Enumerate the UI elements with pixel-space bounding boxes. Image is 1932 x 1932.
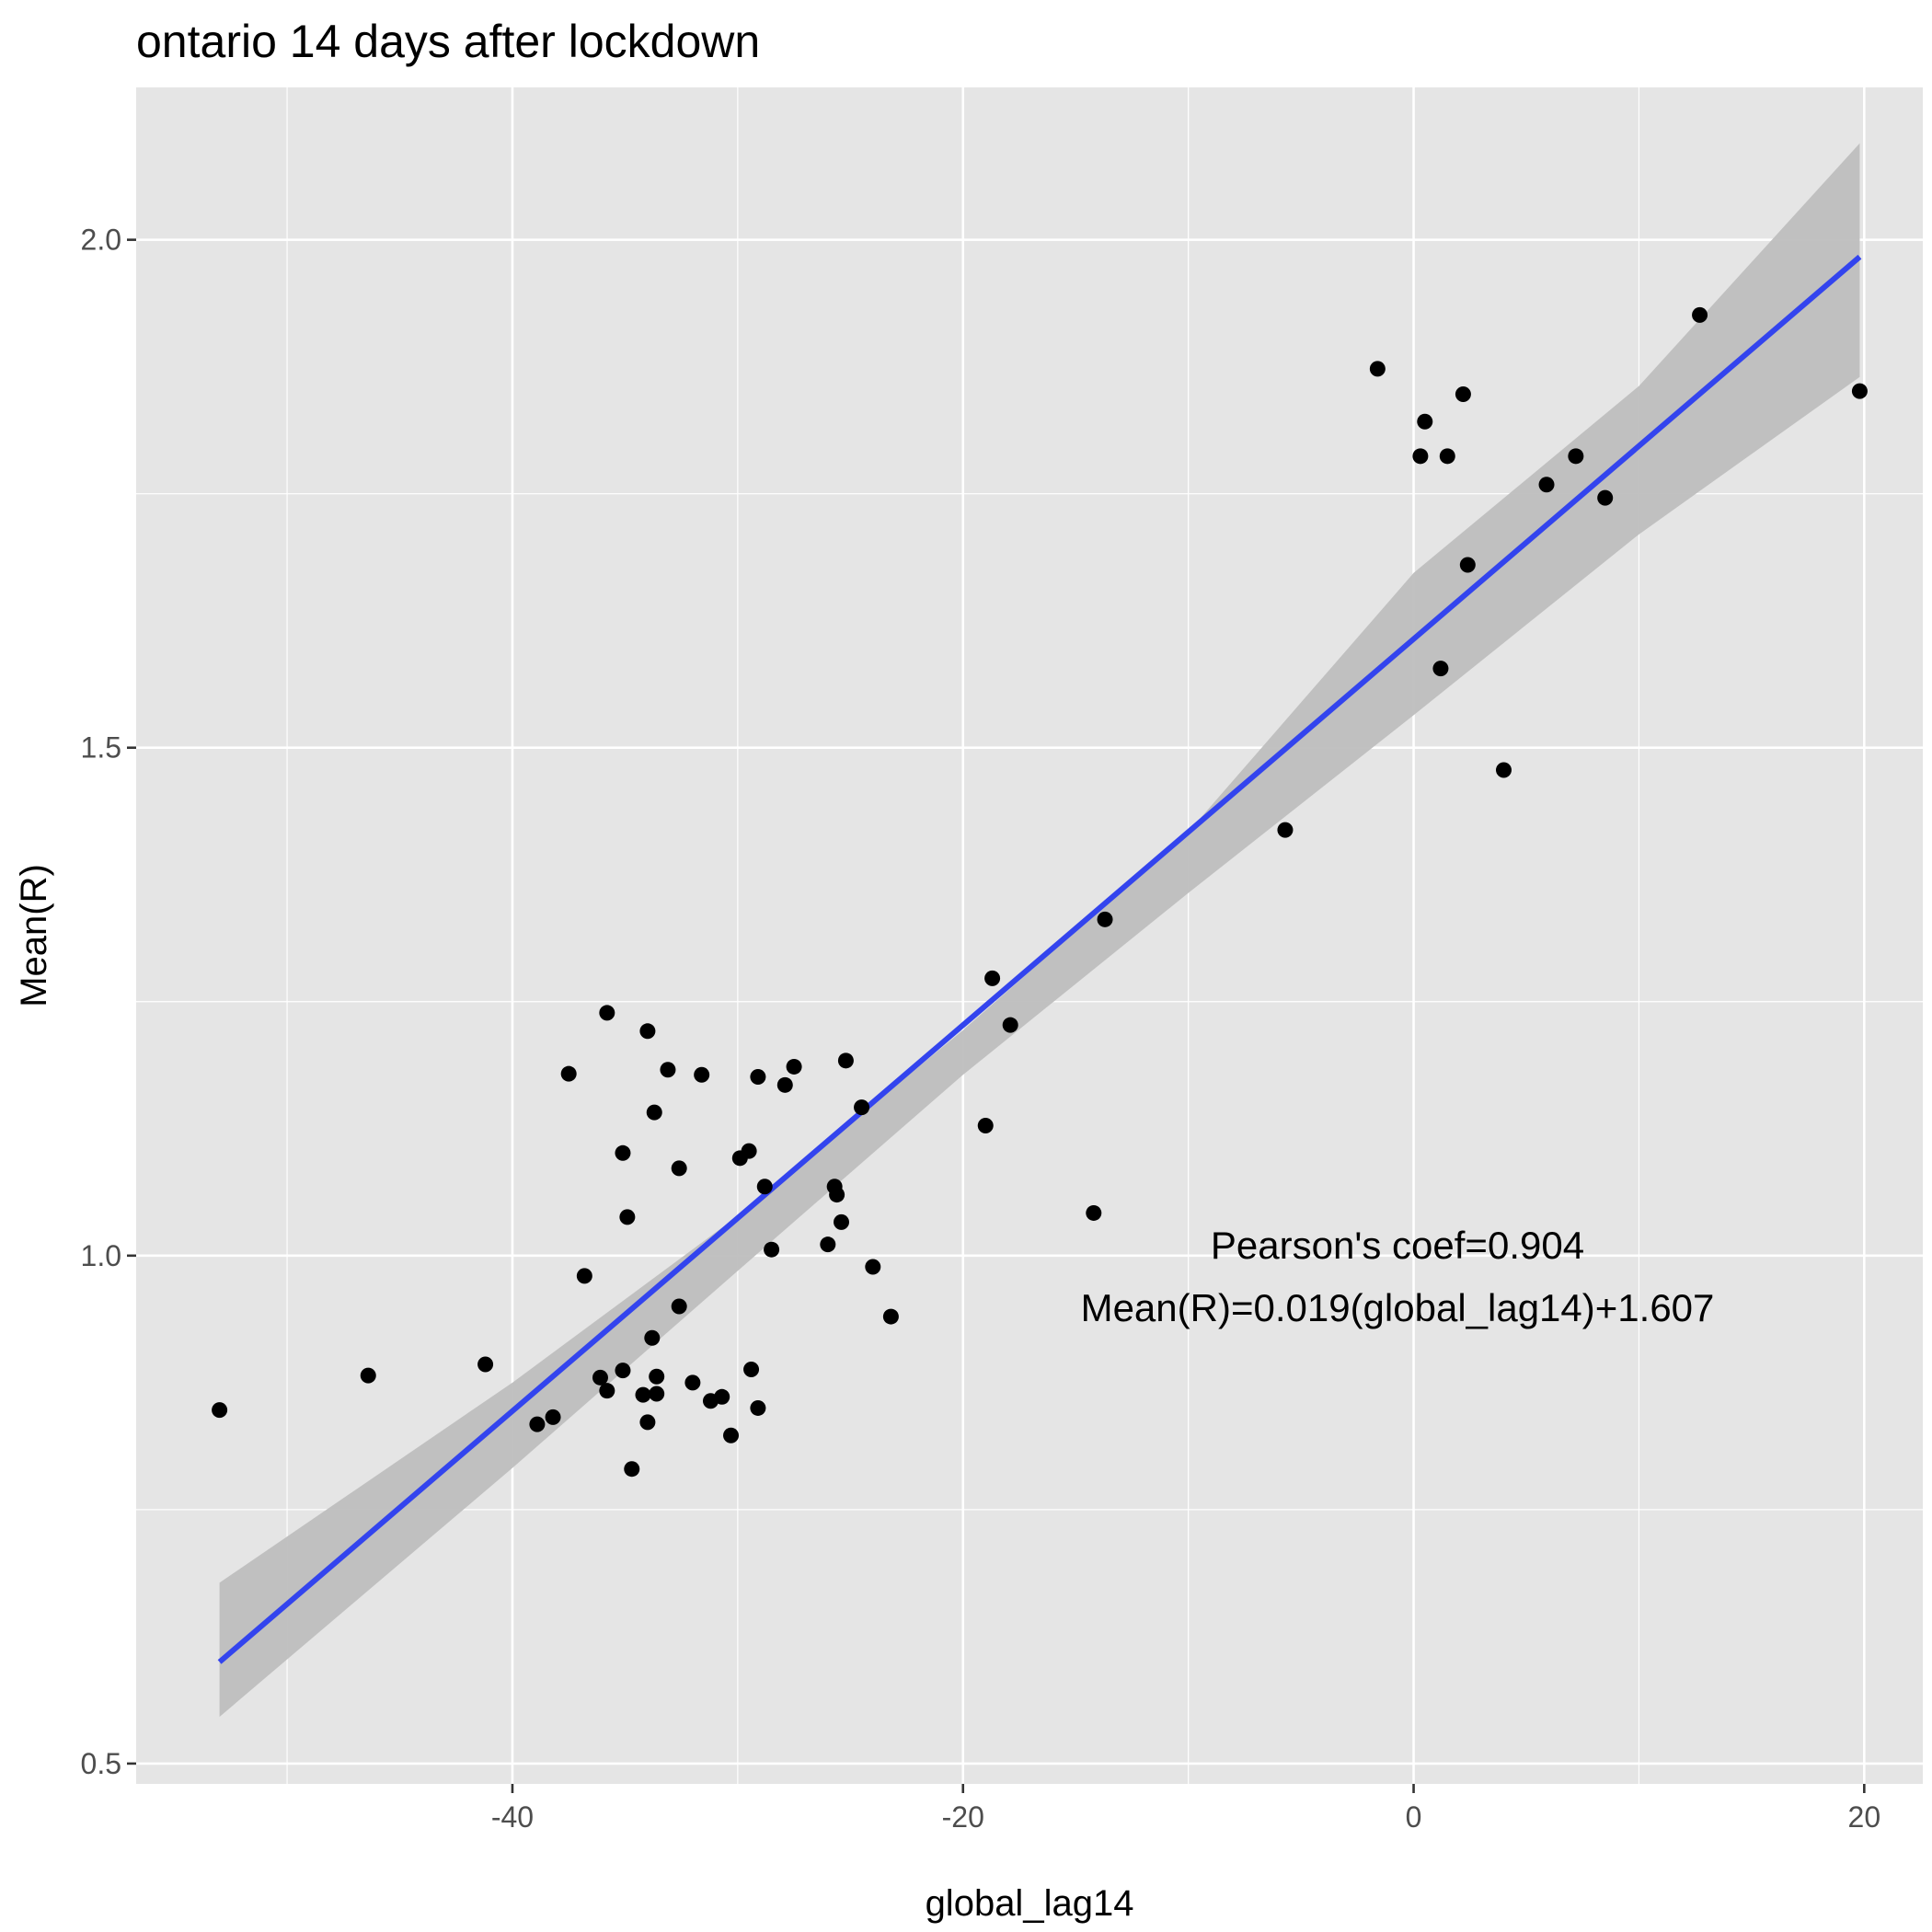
confidence-band [219, 143, 1860, 1718]
data-point [1412, 448, 1429, 465]
data-point [750, 1068, 766, 1085]
data-point [615, 1144, 631, 1161]
data-point [1597, 489, 1614, 506]
data-point [1432, 661, 1449, 677]
data-point [212, 1402, 228, 1419]
chart-title: ontario 14 days after lockdown [136, 16, 760, 67]
data-point [865, 1259, 881, 1275]
data-point [649, 1386, 665, 1402]
data-point [829, 1187, 845, 1203]
data-point [1568, 448, 1584, 465]
data-points [212, 306, 1868, 1478]
data-point [684, 1374, 701, 1391]
data-point [615, 1363, 631, 1379]
data-point [1495, 762, 1512, 778]
data-point [984, 970, 1001, 986]
x-axis: -40 -20 0 20 [491, 1784, 1880, 1834]
data-point [854, 1099, 870, 1116]
pearson-annotation: Pearson's coef=0.904 [1211, 1224, 1584, 1267]
data-point [635, 1386, 651, 1403]
data-point [649, 1368, 665, 1385]
data-point [599, 1383, 615, 1399]
data-point [723, 1427, 740, 1443]
x-tick-label: 20 [1848, 1800, 1881, 1834]
data-point [639, 1414, 656, 1431]
data-point [776, 1076, 793, 1093]
data-point [1086, 1204, 1102, 1221]
data-point [639, 1023, 656, 1040]
x-tick-label: -40 [491, 1800, 534, 1834]
data-point [592, 1369, 608, 1386]
y-axis: 0.5 1.0 1.5 2.0 [81, 224, 136, 1780]
y-tick-label: 0.5 [81, 1747, 121, 1780]
y-axis-title: Mean(R) [14, 864, 54, 1007]
data-point [599, 1005, 615, 1021]
data-point [646, 1104, 662, 1121]
y-tick-label: 1.0 [81, 1239, 121, 1272]
y-tick-label: 1.5 [81, 731, 121, 765]
data-point [1692, 306, 1708, 323]
data-point [1417, 413, 1433, 430]
data-point [1459, 557, 1476, 573]
data-point [660, 1062, 676, 1078]
data-point [529, 1416, 546, 1432]
data-point [1851, 383, 1868, 399]
data-point [786, 1058, 802, 1075]
data-point [1002, 1017, 1018, 1033]
data-point [545, 1409, 561, 1425]
x-axis-title: global_lag14 [926, 1883, 1134, 1924]
data-point [360, 1367, 376, 1384]
data-point [882, 1308, 899, 1325]
data-point [764, 1241, 780, 1258]
data-point [576, 1268, 592, 1284]
data-point [1369, 361, 1386, 377]
data-point [671, 1160, 687, 1177]
data-point [694, 1066, 710, 1083]
x-tick-label: -20 [942, 1800, 984, 1834]
major-gridlines [136, 87, 1923, 1784]
data-point [1439, 448, 1455, 465]
data-point [624, 1461, 640, 1478]
x-tick-label: 0 [1406, 1800, 1422, 1834]
data-point [756, 1179, 773, 1195]
data-point [837, 1052, 854, 1069]
data-point [671, 1298, 687, 1315]
y-tick-label: 2.0 [81, 224, 121, 257]
data-point [820, 1236, 836, 1253]
data-point [644, 1329, 661, 1346]
data-point [619, 1209, 636, 1225]
data-point [560, 1065, 577, 1082]
data-point [977, 1117, 994, 1133]
data-point [714, 1388, 730, 1405]
data-point [1097, 911, 1113, 927]
equation-annotation: Mean(R)=0.019(global_lag14)+1.607 [1081, 1286, 1715, 1329]
data-point [1538, 477, 1555, 493]
data-point [834, 1213, 850, 1230]
data-point [1277, 822, 1294, 838]
regression-line [217, 254, 1862, 1664]
data-point [750, 1399, 766, 1416]
data-point [1455, 385, 1471, 402]
data-point [477, 1356, 494, 1373]
data-point [743, 1361, 760, 1377]
data-point [741, 1143, 757, 1159]
